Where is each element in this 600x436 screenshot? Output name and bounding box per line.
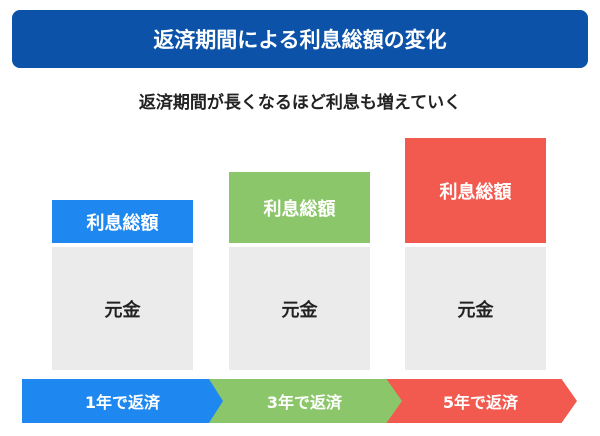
principal-box-1yr: 元金 [52,247,193,370]
period-arrow-1yr: 1年で返済 [22,379,223,423]
diagram-subtitle: 返済期間が長くなるほど利息も増えていく [138,93,462,113]
principal-box-5yr: 元金 [405,247,546,370]
interest-box-1yr: 利息総額 [52,200,193,243]
period-label: 3年で返済 [266,393,343,412]
period-arrow-5yr: 5年で返済 [384,379,577,423]
interest-box-3yr: 利息総額 [229,172,370,243]
principal-box-3yr: 元金 [229,247,370,370]
period-label: 5年で返済 [442,393,519,412]
interest-box-5yr: 利息総額 [405,138,546,243]
period-arrow-3yr: 3年で返済 [207,379,402,423]
diagram-title: 返済期間による利息総額の変化 [12,10,588,68]
period-label: 1年で返済 [84,393,161,412]
